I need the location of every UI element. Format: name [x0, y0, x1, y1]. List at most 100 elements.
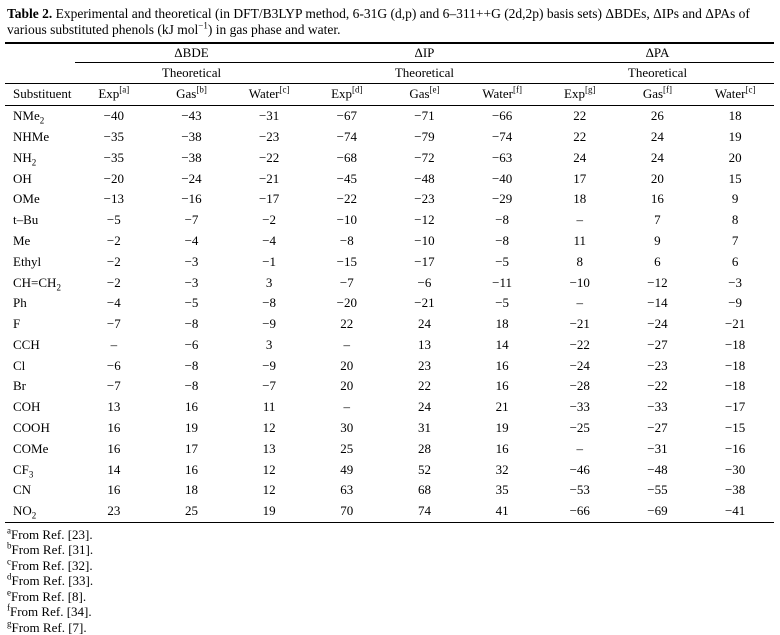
value-cell: −8 — [495, 233, 510, 249]
table-row: CF3 14 16 12 49 52 32 −46 −48 −30 — [5, 459, 774, 480]
substituent-subscript: 2 — [31, 157, 37, 168]
value-cell: 7 — [731, 233, 739, 249]
table-caption: Table 2. Experimental and theoretical (i… — [7, 6, 774, 39]
value-cell: 16 — [650, 191, 664, 207]
table-row: Ph −4 −5 −8 −20 −21 −5 – −14 −9 — [5, 293, 774, 314]
value-cell: −46 — [569, 461, 590, 477]
table-row: COMe 16 17 13 25 28 16 – −31 −16 — [5, 438, 774, 459]
value-cell: −33 — [647, 399, 668, 415]
footnote-text: From Ref. [33]. — [11, 573, 94, 589]
substituent-cell: OMe — [5, 189, 75, 210]
value-cell: −27 — [647, 336, 668, 352]
value-cell: −18 — [724, 357, 746, 373]
value-cell: −6 — [417, 274, 432, 290]
value-cell: 14 — [495, 336, 509, 352]
value-cell: 20 — [650, 170, 664, 186]
value-cell: −17 — [414, 253, 435, 269]
column-header-label: Gas — [642, 85, 664, 101]
value-cell: 9 — [731, 191, 739, 207]
substituent-name: t–Bu — [13, 212, 39, 228]
substituent-subscript: 2 — [56, 282, 61, 293]
value-cell: −66 — [569, 503, 590, 519]
value-cell: −27 — [647, 420, 668, 436]
column-header-label: Gas — [176, 85, 197, 101]
value-cell: −11 — [492, 274, 513, 290]
substituent-cell: NMe2 — [5, 105, 75, 126]
value-cell: 13 — [262, 440, 276, 456]
value-cell: 17 — [573, 170, 587, 186]
column-header-row: Substituent Exp[a] Gas[b] Water[c] Exp[d] Ga… — [5, 83, 774, 106]
value-cell: 23 — [107, 503, 121, 519]
value-cell: −2 — [106, 274, 121, 290]
footnote-ref: d — [7, 571, 12, 582]
value-cell: 19 — [262, 503, 276, 519]
substituent-subscript: 2 — [39, 115, 45, 126]
column-header-label: Gas — [409, 85, 430, 101]
table-body: NMe2 −40 −43 −31 −67 −71 −66 22 26 18 NHMe −35 −38 −2… — [5, 105, 774, 522]
table-row: NH2 −35 −38 −22 −68 −72 −63 24 24 20 — [5, 148, 774, 169]
theoretical-label-pa: Theoretical — [540, 62, 774, 84]
value-cell: 19 — [495, 420, 509, 436]
value-cell: 23 — [417, 357, 431, 373]
value-cell: −31 — [258, 108, 280, 124]
substituent-name: CCH — [13, 336, 40, 352]
value-cell: −17 — [258, 191, 280, 207]
value-cell: −12 — [414, 212, 435, 228]
value-cell: 12 — [262, 420, 276, 436]
value-cell: −22 — [336, 191, 357, 207]
footnote-text: From Ref. [32]. — [11, 557, 93, 573]
value-cell: 49 — [340, 461, 354, 477]
value-cell: −18 — [724, 378, 746, 394]
value-cell: 16 — [495, 357, 509, 373]
table-header: ΔBDE ΔIP ΔPA Theoretical Theoretical The… — [5, 42, 774, 106]
footnote: aFrom Ref. [23]. — [7, 526, 774, 543]
value-cell: −8 — [184, 316, 199, 332]
value-cell: −16 — [724, 440, 746, 456]
column-header-exp-0: Exp[a] — [75, 83, 153, 106]
blank-cell — [5, 62, 75, 84]
substituent-cell: t–Bu — [5, 210, 75, 231]
value-cell: 16 — [107, 482, 121, 498]
value-cell: 24 — [573, 149, 587, 165]
value-cell: 20 — [340, 378, 354, 394]
value-cell: 24 — [417, 316, 431, 332]
value-cell: 8 — [731, 212, 739, 228]
footnote-text: From Ref. [34]. — [10, 604, 92, 620]
value-cell: – — [576, 212, 584, 228]
value-cell: −35 — [103, 149, 124, 165]
substituent-cell: Cl — [5, 355, 75, 376]
value-cell: −8 — [184, 357, 199, 373]
substituent-cell: CF3 — [5, 459, 75, 480]
value-cell: −43 — [181, 108, 202, 124]
value-cell: – — [576, 295, 584, 311]
value-cell: 17 — [184, 440, 198, 456]
value-cell: – — [343, 336, 351, 352]
value-cell: 21 — [495, 399, 509, 415]
table-row: CH=CH2 −2 −3 3 −7 −6 −11 −10 −12 −3 — [5, 272, 774, 293]
footnote-text: From Ref. [23]. — [11, 526, 93, 542]
group-header-pa: ΔPA — [540, 42, 774, 63]
substituent-cell: COH — [5, 397, 75, 418]
value-cell: −7 — [106, 316, 121, 332]
value-cell: 18 — [495, 316, 509, 332]
value-cell: 12 — [262, 461, 276, 477]
table-row: OH −20 −24 −21 −45 −48 −40 17 20 15 — [5, 168, 774, 189]
value-cell: 14 — [107, 461, 121, 477]
substituent-cell: CH=CH2 — [5, 272, 75, 293]
value-cell: −7 — [339, 274, 354, 290]
substituent-name: OMe — [13, 191, 40, 207]
value-cell: 7 — [654, 212, 661, 228]
value-cell: −8 — [339, 233, 354, 249]
table-row: NHMe −35 −38 −23 −74 −79 −74 22 24 19 — [5, 127, 774, 148]
value-cell: 16 — [107, 420, 121, 436]
footnote-text: From Ref. [8]. — [11, 588, 87, 604]
value-cell: −24 — [181, 170, 202, 186]
footnote-ref: e — [7, 587, 11, 598]
column-header-label: Exp — [98, 85, 120, 101]
value-cell: −24 — [569, 357, 590, 373]
substituent-name: NH — [13, 149, 32, 165]
value-cell: 3 — [265, 336, 273, 352]
value-cell: −9 — [262, 357, 277, 373]
value-cell: 35 — [495, 482, 509, 498]
